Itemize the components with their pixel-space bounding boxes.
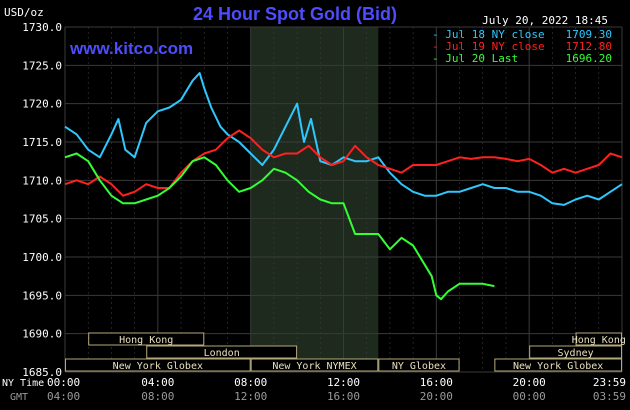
x-row-label-ny: NY Time [2, 378, 44, 389]
session-box [146, 345, 298, 359]
legend-entry-value: 1712.80 [566, 40, 612, 53]
y-axis-unit: USD/oz [4, 6, 44, 19]
grid-lines [64, 26, 623, 373]
x-tick-label-ny: 12:00 [327, 376, 360, 389]
session-box [250, 358, 379, 372]
session-box [529, 345, 623, 359]
axes: 1730.0 1725.0 1720.0 1715.0 1710.0 1705.0 1700… [2, 21, 626, 403]
y-tick-label: 1695.0 [22, 289, 62, 302]
session-label: New York NYMEX [272, 361, 356, 372]
x-tick-label-ny: 20:00 [513, 376, 546, 389]
x-tick-label-ny: 00:00 [47, 376, 80, 389]
session-label: London [204, 348, 240, 359]
series-line-2 [64, 129, 623, 197]
y-tick-label: 1710.0 [22, 174, 62, 187]
x-row-label-gmt: GMT [10, 392, 28, 403]
y-tick-label: 1730.0 [22, 21, 62, 34]
session-label: NY Globex [392, 361, 446, 372]
shaded-session-region [250, 27, 379, 372]
y-tick-label: 1690.0 [22, 328, 62, 341]
session-label: Hong Kong [572, 335, 626, 346]
session-box [378, 358, 460, 372]
y-tick-label: 1685.0 [22, 366, 62, 379]
legend-entry-name: - Jul 18 NY close [432, 28, 545, 41]
y-tick-label: 1715.0 [22, 136, 62, 149]
x-tick-label-gmt: 16:00 [327, 390, 360, 403]
price-series [64, 72, 623, 301]
session-box [65, 358, 251, 372]
session-box [575, 332, 622, 346]
x-tick-label-gmt: 03:59 [593, 390, 626, 403]
x-tick-label-ny: 16:00 [420, 376, 453, 389]
series-line-3 [64, 152, 495, 301]
website-watermark: www.kitco.com [69, 39, 193, 58]
session-label: Hong Kong [119, 335, 173, 346]
y-tick-label: 1720.0 [22, 98, 62, 111]
series-line-1 [64, 72, 623, 206]
session-box [88, 332, 205, 346]
session-label: New York Globex [113, 361, 203, 372]
legend: - Jul 18 NY close 1709.30 - Jul 19 NY clos… [432, 28, 612, 65]
y-tick-label: 1725.0 [22, 59, 62, 72]
market-sessions: Hong Kong Hong Kong London Sydney New York G… [65, 332, 626, 372]
x-tick-label-gmt: 08:00 [141, 390, 174, 403]
session-label: Sydney [558, 348, 594, 359]
chart-title: 24 Hour Spot Gold (Bid) [193, 4, 397, 24]
chart-date: July 20, 2022 18:45 [482, 14, 608, 27]
x-tick-label-ny: 08:00 [234, 376, 267, 389]
y-tick-label: 1705.0 [22, 213, 62, 226]
x-tick-label-gmt: 00:00 [513, 390, 546, 403]
x-tick-label-gmt: 20:00 [420, 390, 453, 403]
legend-entry-name: - Jul 20 Last [432, 52, 518, 65]
session-box [494, 358, 622, 372]
x-tick-label-ny: 04:00 [141, 376, 174, 389]
x-tick-label-gmt: 12:00 [234, 390, 267, 403]
session-label: New York Globex [513, 361, 603, 372]
legend-entry-name: - Jul 19 NY close [432, 40, 545, 53]
x-tick-label-ny: 23:59 [593, 376, 626, 389]
legend-entry-value: 1696.20 [566, 52, 612, 65]
legend-entry-value: 1709.30 [566, 28, 612, 41]
y-tick-label: 1700.0 [22, 251, 62, 264]
x-tick-label-gmt: 04:00 [47, 390, 80, 403]
